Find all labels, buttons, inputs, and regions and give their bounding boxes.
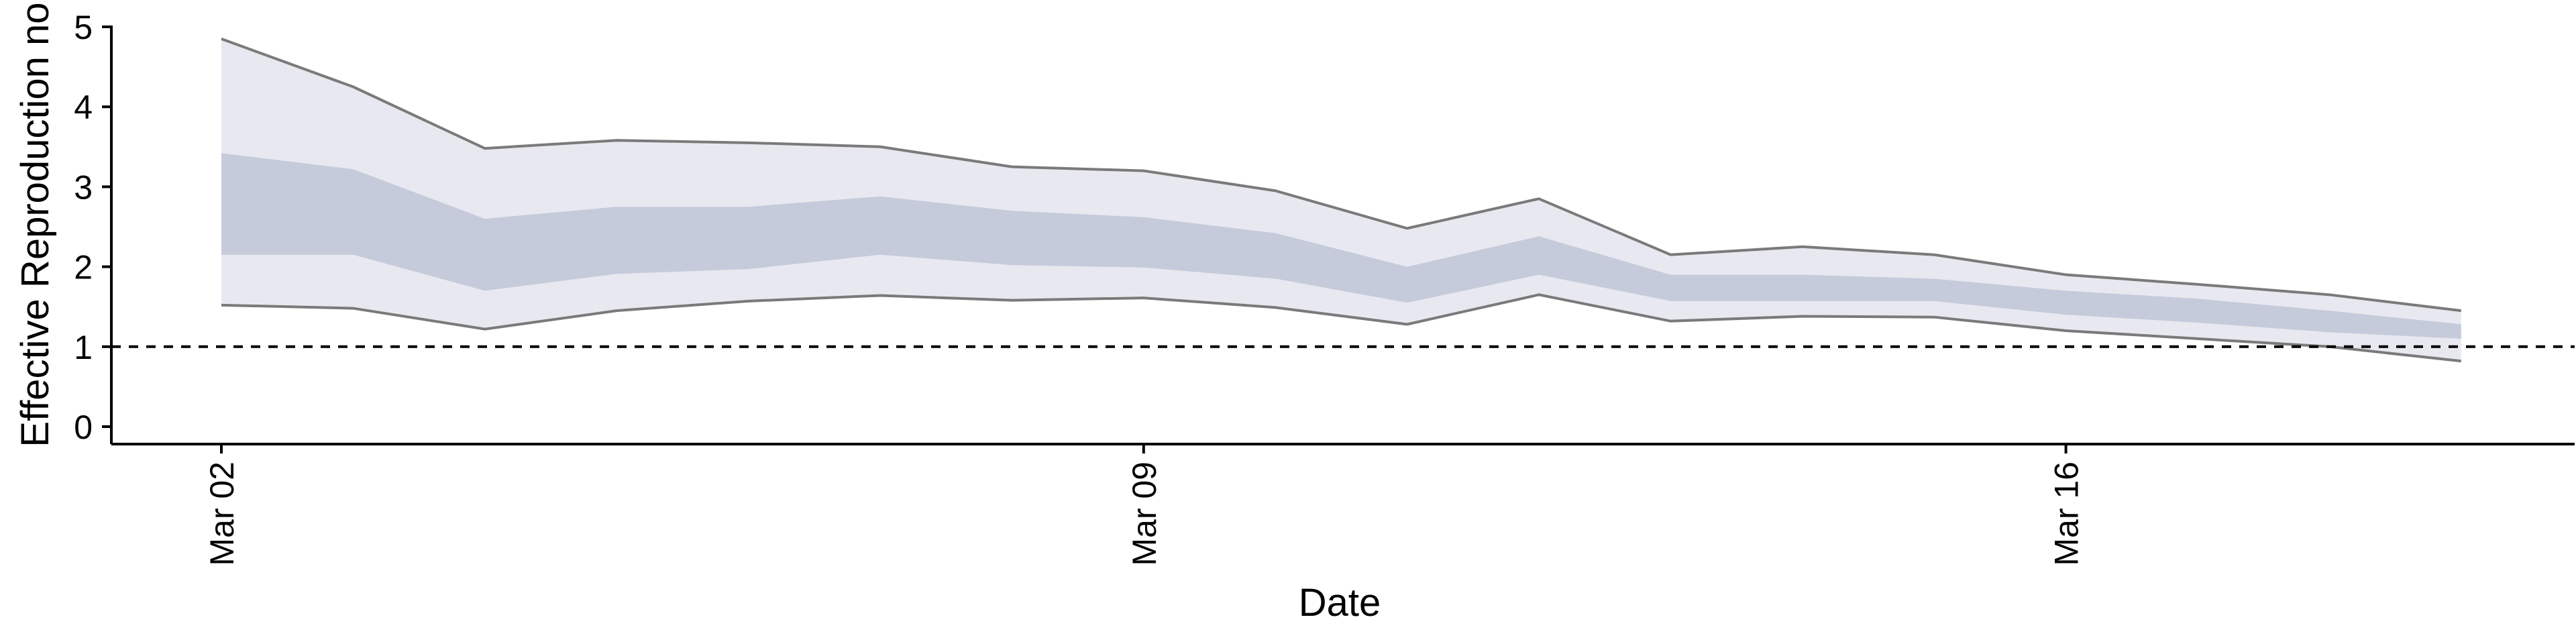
y-tick-label: 3: [74, 168, 93, 206]
outer-lower-bound-line: [221, 293, 2462, 363]
y-tick-label: 4: [74, 89, 93, 126]
outer-upper-bound-line: [221, 38, 2462, 313]
y-tick-label: 0: [74, 409, 93, 446]
x-axis-title: Date: [1299, 581, 1381, 625]
x-tick-label: Mar 16: [2048, 462, 2086, 566]
plot-area: [111, 38, 2575, 363]
y-axis-ticks: 0 1 2 3 4 5: [74, 9, 111, 446]
inner-interval-band: [221, 153, 2461, 339]
y-axis-title: Effective Reproduction no: [13, 2, 57, 447]
y-tick-label: 2: [74, 249, 93, 286]
y-tick-label: 5: [74, 9, 93, 46]
x-tick-label: Mar 09: [1126, 462, 1163, 566]
x-axis-ticks: Mar 02 Mar 09 Mar 16: [203, 444, 2086, 566]
y-tick-label: 1: [74, 329, 93, 366]
x-tick-label: Mar 02: [203, 462, 241, 566]
